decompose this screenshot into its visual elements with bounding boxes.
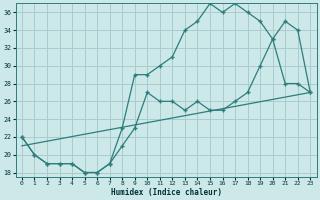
X-axis label: Humidex (Indice chaleur): Humidex (Indice chaleur) xyxy=(111,188,221,197)
